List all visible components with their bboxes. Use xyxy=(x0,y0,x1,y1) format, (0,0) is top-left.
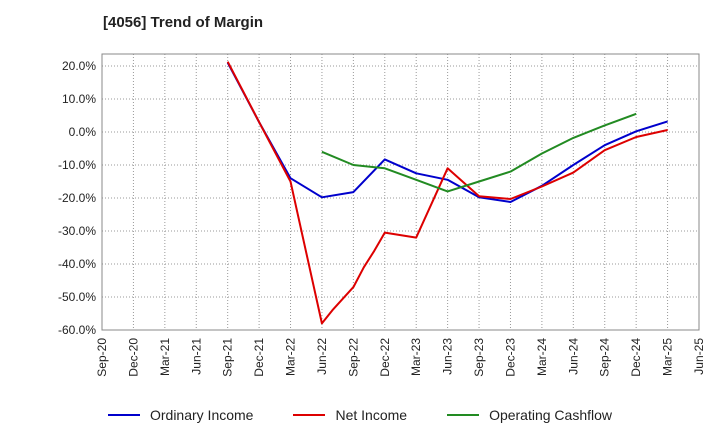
x-tick-label: Sep-23 xyxy=(472,338,486,377)
x-tick-label: Mar-25 xyxy=(661,338,675,376)
x-tick-label: Jun-25 xyxy=(692,338,706,375)
x-tick-label: Mar-21 xyxy=(158,338,172,376)
x-tick-label: Dec-20 xyxy=(126,338,140,377)
x-tick-label: Jun-24 xyxy=(566,338,580,375)
legend: Ordinary Income Net Income Operating Cas… xyxy=(0,404,720,426)
x-tick-label: Dec-23 xyxy=(503,338,517,377)
legend-label-ordinary-income: Ordinary Income xyxy=(149,407,254,423)
grid-layer xyxy=(101,54,700,331)
y-tick-label: 20.0% xyxy=(62,59,96,73)
x-tick-label: Sep-21 xyxy=(221,338,235,377)
y-axis-ticks: 20.0% 10.0% 0.0% -10.0% -20.0% -30.0% -40.0% -5… xyxy=(58,59,96,337)
y-tick-label: -20.0% xyxy=(58,191,96,205)
y-tick-label: -10.0% xyxy=(58,158,96,172)
y-tick-label: -30.0% xyxy=(58,224,96,238)
series-line-net-income xyxy=(226,61,668,325)
chart-title: [4056] Trend of Margin xyxy=(103,14,264,31)
legend-label-operating-cashflow: Operating Cashflow xyxy=(489,407,613,423)
legend-swatch-ordinary-income xyxy=(107,414,140,416)
x-tick-label: Mar-23 xyxy=(409,338,423,376)
legend-item-net-income[interactable]: Net Income xyxy=(293,404,407,426)
x-tick-label: Dec-21 xyxy=(252,338,266,377)
x-tick-label: Sep-20 xyxy=(95,338,109,377)
y-tick-label: -40.0% xyxy=(58,257,96,271)
x-tick-label: Sep-24 xyxy=(598,338,612,377)
series-layer xyxy=(226,61,668,325)
x-axis-ticks: Sep-20 Dec-20 Mar-21 Jun-21 Sep-21 Dec-21 Mar-… xyxy=(95,338,706,377)
x-tick-label: Dec-22 xyxy=(378,338,392,377)
x-tick-label: Dec-24 xyxy=(629,338,643,377)
y-tick-label: -50.0% xyxy=(58,290,96,304)
legend-swatch-net-income xyxy=(293,414,326,416)
series-line-operating-cashflow xyxy=(321,112,637,193)
y-tick-label: 10.0% xyxy=(62,92,96,106)
x-tick-label: Mar-22 xyxy=(284,338,298,376)
y-tick-label: -60.0% xyxy=(58,323,96,337)
plot-area-border xyxy=(101,53,700,331)
y-tick-label: 0.0% xyxy=(69,125,97,139)
x-tick-label: Jun-21 xyxy=(189,338,203,375)
x-tick-label: Sep-22 xyxy=(346,338,360,377)
legend-swatch-operating-cashflow xyxy=(447,414,480,416)
legend-item-ordinary-income[interactable]: Ordinary Income xyxy=(107,404,254,426)
legend-label-net-income: Net Income xyxy=(335,407,408,423)
x-tick-label: Mar-24 xyxy=(535,338,549,376)
series-line-ordinary-income xyxy=(226,62,668,203)
legend-item-operating-cashflow[interactable]: Operating Cashflow xyxy=(447,404,612,426)
x-tick-label: Jun-22 xyxy=(315,338,329,375)
x-tick-label: Jun-23 xyxy=(441,338,455,375)
